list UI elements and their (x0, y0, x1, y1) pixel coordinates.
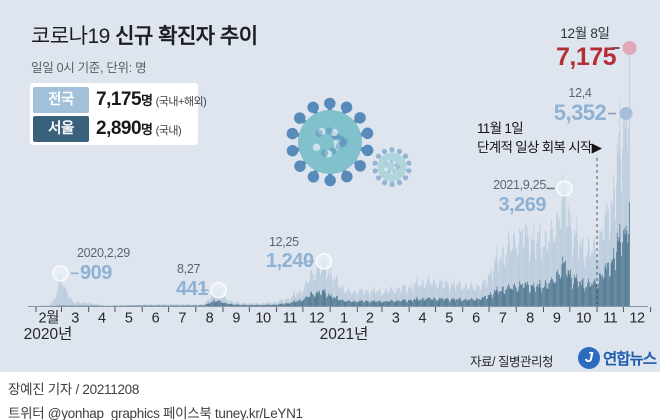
subtitle: 일일 0시 기준, 단위: 명 (31, 61, 147, 75)
dec25-value: 1,240 (266, 250, 314, 272)
sep25-value: 3,269 (498, 194, 546, 216)
peak-halo-marker (556, 180, 573, 197)
aug27-date: 8,27 (177, 262, 201, 276)
axis-month-label: 6 (472, 311, 480, 327)
title-main: 신규 확진자 추이 (115, 25, 258, 48)
axis-month-label: 6 (152, 311, 160, 327)
seoul-value: 2,890명 (국내) (96, 117, 182, 139)
title-prefix: 코로나19 (31, 25, 116, 48)
legend-box: 전국 7,175명 (국내+해외) 서울 2,890명 (국내) (30, 83, 207, 145)
peak-halo-marker (210, 281, 227, 299)
title-block: 코로나19 신규 확진자 추이 일일 0시 기준, 단위: 명 (31, 20, 258, 76)
yonhap-logo-text: 연합뉴스 (603, 351, 657, 368)
axis-month-label: 9 (232, 311, 240, 327)
policy-text: 단계적 일상 회복 시작▶ (477, 140, 602, 155)
legend-row-seoul: 서울 2,890명 (국내) (33, 115, 195, 142)
dec4-date: 12,4 (568, 86, 592, 100)
axis-month-label: 4 (98, 311, 106, 327)
axis-month-label: 12 (309, 311, 325, 327)
latest-value: 7,175 (556, 43, 617, 71)
dec4-dot-marker (619, 107, 633, 121)
axis-month-label: 5 (445, 311, 453, 327)
axis-month-label: 2 (366, 311, 374, 327)
axis-year-2020: 2020년 (24, 325, 73, 343)
national-value: 7,175명 (국내+해외) (96, 88, 207, 110)
peak-halo-marker (315, 253, 333, 270)
annotation-latest-peak: 12월 8일 7,175 (556, 22, 617, 72)
sep25-date: 2021,9,25 (493, 178, 546, 192)
axis-month-label: 3 (71, 311, 79, 327)
legend-row-national: 전국 7,175명 (국내+해외) (33, 86, 207, 113)
axis-month-label: 12 (629, 311, 645, 327)
byline: 장예진 기자 / 20211208 트위터 @yonhap_graphics 페… (0, 372, 660, 420)
byline-reporter: 장예진 기자 / 20211208 (8, 382, 140, 397)
virus-illustration (286, 97, 374, 187)
axis-month-label: 3 (392, 311, 400, 327)
axis-month-label: 8 (526, 311, 534, 327)
yonhap-logo: J 연합뉴스 (578, 347, 657, 369)
annotation-sep25-peak: 2021,9,25 3,269 (488, 178, 546, 217)
annotation-policy: 11월 1일 단계적 일상 회복 시작▶ (477, 119, 602, 157)
byline-social: 트위터 @yonhap_graphics 페이스북 tuney.kr/LeYN1 (8, 406, 303, 420)
annotation-feb29-peak: 2020,2,29 909 (77, 246, 130, 285)
seoul-chip: 서울 (33, 115, 89, 142)
bars-layer (39, 48, 630, 307)
feb29-date: 2020,2,29 (77, 246, 130, 260)
axis-month-label: 4 (419, 311, 427, 327)
dec4-value: 5,352 (553, 100, 607, 125)
latest-date: 12월 8일 (560, 26, 610, 41)
axis-month-label: 10 (255, 311, 271, 327)
axis-month-label: 7 (499, 311, 507, 327)
aug27-value: 441 (176, 278, 208, 300)
national-chip: 전국 (33, 86, 89, 113)
peak-halo-marker (52, 265, 69, 282)
data-source: 자료/ 질병관리청 (470, 355, 553, 369)
axis-month-label: 11 (283, 311, 297, 327)
annotation-dec25-peak: 12,25 1,240 (266, 235, 314, 273)
annotation-dec4-peak: 12,4 5,352 (552, 86, 608, 126)
axis-month-label: 9 (553, 311, 561, 327)
feb29-value: 909 (80, 262, 112, 284)
virus-illustration (372, 147, 412, 187)
axis-month-label: 2월 (39, 310, 59, 327)
page-title: 코로나19 신규 확진자 추이 (31, 20, 258, 50)
yonhap-logo-icon: J (578, 347, 600, 369)
annotation-aug27-peak: 8,27 441 (176, 262, 208, 301)
axis-month-label: 11 (603, 311, 617, 327)
axis-month-label: 7 (178, 311, 186, 327)
dec25-date: 12,25 (269, 235, 299, 249)
axis-month-label: 1 (340, 311, 348, 327)
axis-month-label: 10 (576, 311, 592, 327)
axis-month-label: 5 (125, 311, 133, 327)
axis-year-2021: 2021년 (320, 325, 369, 343)
latest-dot-marker (622, 41, 637, 55)
policy-date: 11월 1일 (477, 121, 524, 136)
axis-month-label: 8 (206, 311, 214, 327)
graphic-area: 2월 3 4 5 6 7 8 9 10 11 12 1 2 3 4 5 6 7 8 9 10 11 12 2020년 2021년… (0, 0, 660, 372)
